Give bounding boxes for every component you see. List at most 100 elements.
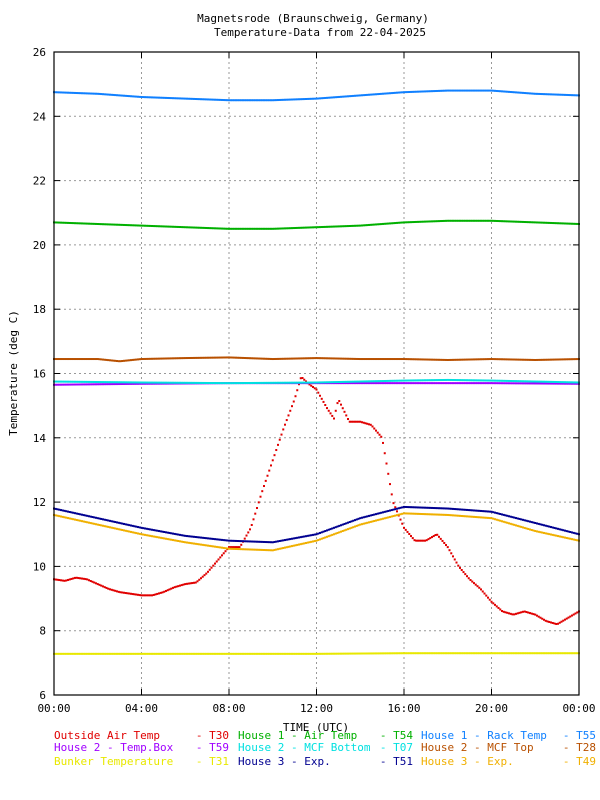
data-point bbox=[156, 536, 159, 539]
data-point bbox=[529, 92, 531, 95]
data-point bbox=[119, 591, 122, 594]
data-point bbox=[450, 89, 453, 92]
data-point bbox=[536, 652, 538, 655]
data-point bbox=[569, 94, 572, 97]
data-point bbox=[371, 520, 374, 523]
data-point bbox=[68, 578, 71, 581]
data-point bbox=[208, 227, 211, 230]
data-point bbox=[137, 652, 139, 655]
data-point bbox=[86, 92, 89, 95]
data-point bbox=[471, 219, 474, 222]
data-point bbox=[345, 528, 348, 531]
data-point bbox=[425, 506, 428, 509]
data-point bbox=[152, 382, 155, 385]
data-point bbox=[149, 594, 152, 597]
data-point bbox=[261, 357, 264, 360]
data-point bbox=[250, 357, 253, 360]
data-point bbox=[161, 381, 164, 384]
legend-sensor: - T31 bbox=[196, 755, 229, 768]
data-point bbox=[130, 524, 132, 527]
data-point bbox=[110, 652, 113, 655]
data-point bbox=[268, 469, 271, 472]
data-point bbox=[270, 652, 272, 655]
data-point bbox=[278, 98, 281, 101]
data-point bbox=[508, 220, 510, 223]
data-point bbox=[159, 652, 162, 655]
data-point bbox=[79, 513, 82, 516]
data-point bbox=[275, 99, 278, 102]
data-point bbox=[245, 652, 248, 655]
data-point bbox=[124, 592, 127, 595]
data-point bbox=[233, 547, 236, 550]
data-point bbox=[574, 358, 577, 361]
data-point bbox=[112, 223, 115, 226]
data-point bbox=[537, 221, 540, 224]
data-point bbox=[497, 606, 500, 609]
data-point bbox=[361, 380, 363, 383]
data-point bbox=[256, 548, 258, 551]
data-point bbox=[427, 220, 430, 223]
data-point bbox=[560, 535, 563, 538]
data-point bbox=[219, 546, 222, 549]
data-point bbox=[268, 99, 271, 102]
data-point bbox=[480, 89, 482, 92]
data-point bbox=[219, 227, 222, 230]
data-point bbox=[189, 582, 192, 585]
data-point bbox=[448, 514, 451, 517]
data-point bbox=[165, 225, 167, 228]
data-point bbox=[116, 527, 118, 530]
data-point bbox=[103, 586, 106, 589]
data-point bbox=[338, 225, 341, 228]
data-point bbox=[424, 358, 426, 361]
data-point bbox=[112, 381, 115, 384]
data-point bbox=[385, 222, 388, 225]
data-point bbox=[123, 359, 125, 362]
data-point bbox=[366, 382, 369, 385]
data-point bbox=[343, 382, 346, 385]
data-point bbox=[105, 358, 108, 361]
data-point bbox=[352, 224, 355, 227]
data-point bbox=[380, 511, 383, 514]
data-point bbox=[177, 540, 180, 542]
data-point bbox=[67, 383, 69, 386]
data-point bbox=[173, 97, 176, 100]
data-point bbox=[289, 357, 292, 360]
data-point bbox=[529, 612, 531, 615]
data-point bbox=[226, 356, 229, 359]
data-point bbox=[151, 652, 153, 655]
data-point bbox=[284, 381, 286, 384]
data-point bbox=[361, 421, 363, 424]
data-point bbox=[186, 652, 188, 655]
data-point bbox=[334, 532, 337, 535]
data-point bbox=[170, 538, 173, 541]
data-point bbox=[313, 381, 316, 384]
data-point bbox=[252, 540, 255, 543]
data-point bbox=[261, 99, 264, 102]
data-point bbox=[534, 652, 537, 655]
data-point bbox=[432, 379, 435, 382]
data-point bbox=[499, 608, 502, 611]
data-point bbox=[480, 516, 482, 519]
data-point bbox=[72, 652, 75, 655]
data-point bbox=[98, 381, 101, 384]
y-tick-label: 12 bbox=[33, 496, 46, 509]
data-point bbox=[224, 227, 227, 230]
data-point bbox=[270, 357, 272, 360]
data-point bbox=[376, 431, 379, 434]
data-point bbox=[539, 358, 542, 361]
data-point bbox=[72, 383, 75, 386]
data-point bbox=[317, 539, 320, 542]
data-point bbox=[425, 379, 428, 382]
data-point bbox=[390, 222, 393, 225]
data-point bbox=[142, 224, 145, 227]
data-point bbox=[490, 510, 493, 513]
data-point bbox=[254, 381, 257, 384]
data-point bbox=[198, 652, 201, 655]
series-t31 bbox=[53, 652, 580, 655]
data-point bbox=[532, 382, 535, 385]
data-point bbox=[158, 225, 160, 228]
data-point bbox=[396, 379, 398, 382]
data-point bbox=[191, 381, 194, 384]
data-point bbox=[147, 528, 150, 531]
data-point bbox=[397, 379, 400, 382]
